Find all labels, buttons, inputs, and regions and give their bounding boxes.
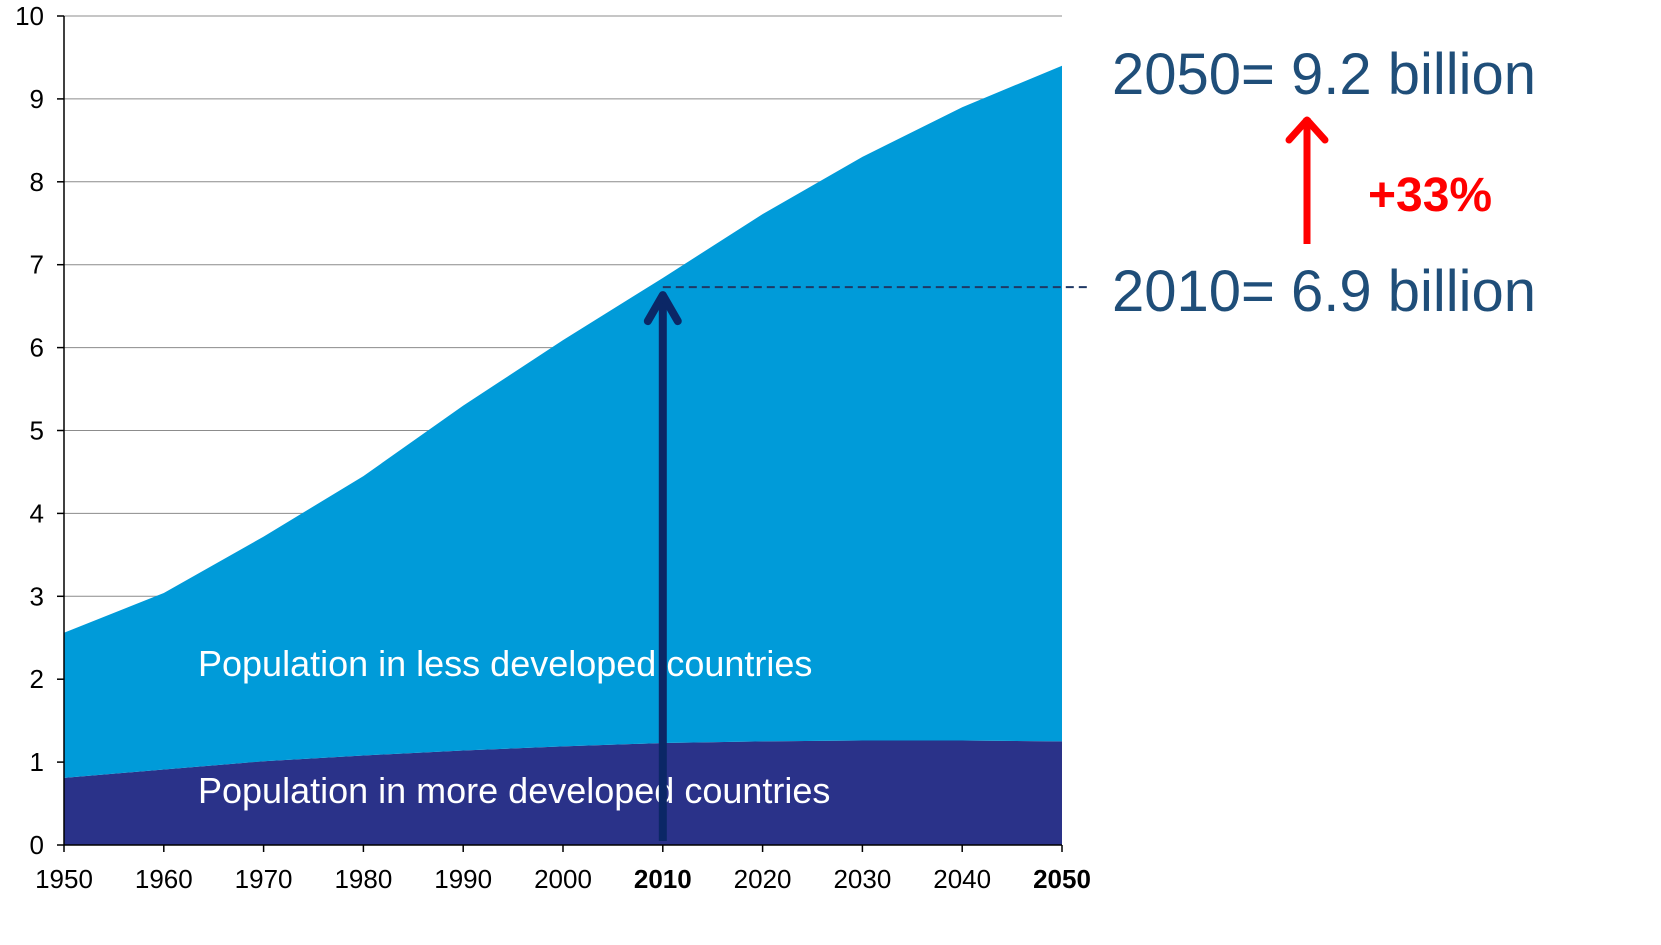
change-percent: +33% [1368, 169, 1493, 222]
y-tick-label-8: 8 [30, 167, 44, 197]
x-tick-label-2010: 2010 [634, 864, 692, 894]
y-tick-label-4: 4 [30, 498, 44, 528]
stacked-areas [64, 65, 1062, 845]
x-tick-label-2020: 2020 [734, 864, 792, 894]
callout-2050: 2050= 9.2 billion [1112, 42, 1537, 107]
y-tick-label-10: 10 [15, 1, 44, 31]
x-tick-label-1980: 1980 [334, 864, 392, 894]
x-tick-label-1990: 1990 [434, 864, 492, 894]
x-tick-label-1970: 1970 [235, 864, 293, 894]
area-series-0 [64, 740, 1062, 845]
change-arrow [1285, 116, 1329, 244]
y-tick-label-2: 2 [30, 664, 44, 694]
y-tick-label-7: 7 [30, 250, 44, 280]
y-tick-label-5: 5 [30, 416, 44, 446]
x-tick-label-2040: 2040 [933, 864, 991, 894]
y-tick-label-6: 6 [30, 333, 44, 363]
arrow-2010-head [643, 291, 682, 326]
area-labels: Population in less developed countries Po… [198, 643, 830, 811]
callout-2010: 2010= 6.9 billion [1112, 259, 1537, 324]
y-tick-label-3: 3 [30, 581, 44, 611]
x-tick-label-1960: 1960 [135, 864, 193, 894]
x-tick-label-2000: 2000 [534, 864, 592, 894]
y-tick-label-0: 0 [30, 830, 44, 860]
y-tick-label-1: 1 [30, 747, 44, 777]
y-tick-label-9: 9 [30, 84, 44, 114]
axes: 0 1 2 3 4 5 6 7 8 9 10 1950 1960 1970 1980 1990 2000 2010… [15, 1, 1091, 894]
label-more-developed: Population in more developed countries [198, 770, 830, 811]
x-tick-label-1950: 1950 [35, 864, 93, 894]
x-tick-label-2030: 2030 [833, 864, 891, 894]
x-tick-label-2050: 2050 [1033, 864, 1091, 894]
area-series-1 [64, 65, 1062, 778]
label-less-developed: Population in less developed countries [198, 643, 812, 684]
change-arrow-head [1285, 116, 1329, 144]
marker-2010 [643, 286, 1090, 841]
